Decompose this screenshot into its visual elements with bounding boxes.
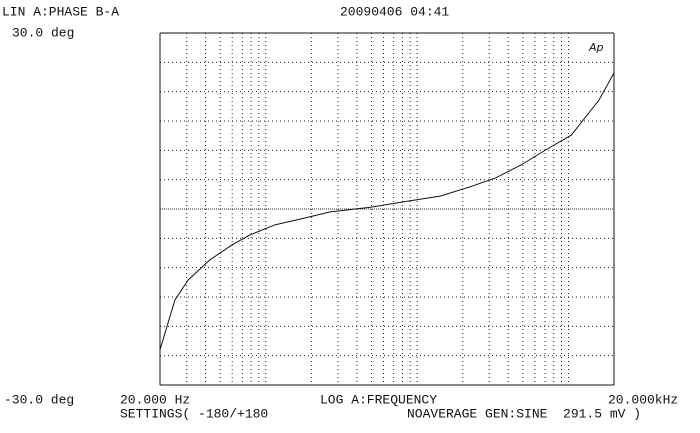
chart-title: LIN A:PHASE B-A bbox=[2, 4, 119, 19]
x-axis-label: LOG A:FREQUENCY bbox=[320, 392, 437, 407]
settings: SETTINGS( -180/+180 bbox=[120, 406, 268, 421]
y-tick-label: -30.0 deg bbox=[4, 392, 74, 407]
y-tick-label: 30.0 deg bbox=[12, 25, 74, 40]
x-tick-label: 20.000 Hz bbox=[120, 392, 190, 407]
data-line bbox=[159, 72, 615, 350]
x-tick-label: 20.000kHz bbox=[608, 392, 678, 407]
settings: NOAVERAGE GEN:SINE 291.5 mV ) bbox=[407, 406, 641, 421]
timestamp: 20090406 04:41 bbox=[340, 4, 449, 19]
logo: Ap bbox=[588, 41, 604, 54]
